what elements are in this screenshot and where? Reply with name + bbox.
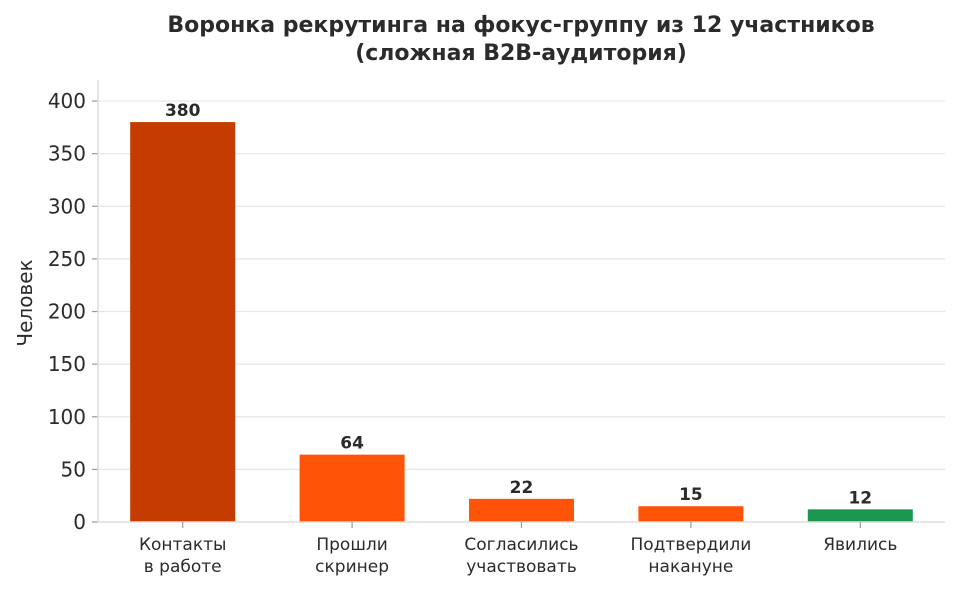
y-tick-label: 50 [61,457,86,481]
y-tick-label: 250 [48,247,86,271]
bar-value-label: 64 [340,434,364,454]
y-tick-label: 300 [48,194,86,218]
bar [299,454,405,522]
bar-value-label: 15 [679,485,703,505]
bar [807,509,913,522]
bar-value-label: 22 [510,478,534,498]
y-tick-label: 150 [48,352,86,376]
y-tick-label: 100 [48,405,86,429]
x-tick-label: в работе [144,557,222,577]
x-tick-label: участвовать [466,557,577,577]
bar [468,498,575,522]
bars: 380 64 22 15 12 [130,101,913,522]
bar-value-label: 12 [848,488,872,508]
x-tick-label: Прошли [316,535,387,555]
bar-value-label: 380 [165,101,201,121]
y-tick-label: 350 [48,142,86,166]
x-tick-label: скринер [315,557,389,577]
x-tick-label: Подтвердили [630,535,751,555]
chart-title: Воронка рекрутинга на фокус-группу из 12… [167,13,874,38]
x-tick-label: Явились [823,535,897,555]
y-tick-label: 400 [48,89,86,113]
x-tick-label: Согласились [464,535,578,555]
x-tick-label: Контакты [139,535,227,555]
chart-subtitle: (сложная B2B-аудитория) [355,41,687,66]
y-tick-label: 0 [73,510,86,534]
y-axis-label: Человек [13,259,37,346]
y-tick-label: 200 [48,300,86,324]
bar [638,506,744,522]
x-tick-label: накануне [648,557,733,577]
bar [130,122,236,522]
gridlines [98,100,945,470]
